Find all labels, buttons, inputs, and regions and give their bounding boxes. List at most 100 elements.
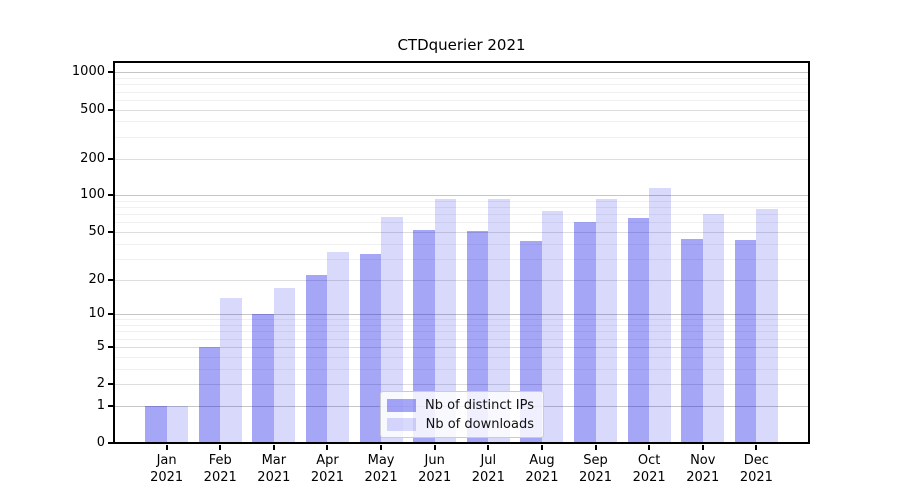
y-tick-1000 <box>108 71 113 74</box>
y-tick-100 <box>108 194 113 197</box>
gridline-3 <box>115 369 808 370</box>
y-tick-label-20: 20 <box>88 271 105 287</box>
x-tick-label-apr: Apr 2021 <box>310 453 344 485</box>
y-tick-50 <box>108 231 113 234</box>
gridline-10 <box>115 314 808 315</box>
gridline-300 <box>115 137 808 138</box>
legend-swatch-distinct-ips <box>387 398 416 412</box>
x-tick-label-mar: Mar 2021 <box>257 453 291 485</box>
x-tick-feb <box>219 445 222 450</box>
bar-downloads-mar <box>273 287 296 443</box>
gridline-90 <box>115 201 808 202</box>
bar-ips-mar <box>252 314 274 443</box>
gridline-4 <box>115 357 808 358</box>
gridline-600 <box>115 100 808 101</box>
y-tick-0 <box>108 442 113 444</box>
x-tick-apr <box>326 445 329 450</box>
gridline-6 <box>115 339 808 340</box>
bar-ips-jun <box>413 230 435 443</box>
gridline-100 <box>115 195 808 196</box>
x-tick-dec <box>755 445 758 450</box>
x-tick-label-nov: Nov 2021 <box>686 453 720 485</box>
legend: Nb of distinct IPs Nb of downloads <box>380 391 544 438</box>
y-tick-2 <box>108 383 113 386</box>
bar-ips-nov <box>681 238 703 443</box>
gridline-70 <box>115 214 808 215</box>
bar-ips-jul <box>466 231 489 443</box>
gridline-800 <box>115 84 808 85</box>
x-tick-jul <box>487 445 490 450</box>
bar-ips-feb <box>198 346 221 443</box>
y-tick-label-200: 200 <box>80 150 105 166</box>
y-tick-label-10: 10 <box>88 306 105 322</box>
bar-downloads-apr <box>327 252 349 443</box>
x-tick-mar <box>272 445 275 450</box>
x-tick-oct <box>648 445 651 450</box>
legend-label-downloads: Nb of downloads <box>425 416 534 432</box>
y-tick-label-100: 100 <box>80 187 105 203</box>
bar-ips-oct <box>627 218 650 443</box>
gridline-7 <box>115 331 808 332</box>
x-tick-label-feb: Feb 2021 <box>203 453 237 485</box>
bar-downloads-jul <box>488 198 510 443</box>
bar-ips-dec <box>734 240 757 443</box>
gridline-30 <box>115 259 808 260</box>
bar-downloads-jun <box>434 198 457 443</box>
chart-title: CTDquerier 2021 <box>397 36 526 54</box>
y-tick-label-1000: 1000 <box>71 64 105 80</box>
x-tick-label-dec: Dec 2021 <box>739 453 773 485</box>
y-tick-20 <box>108 278 113 281</box>
bar-downloads-aug <box>541 211 564 443</box>
legend-entry-downloads: Nb of downloads <box>387 416 534 432</box>
y-tick-200 <box>108 157 113 160</box>
bar-downloads-oct <box>649 188 671 443</box>
bar-downloads-nov <box>702 213 725 443</box>
bar-downloads-sep <box>595 198 618 443</box>
gridline-500 <box>115 110 808 111</box>
y-tick-label-50: 50 <box>88 224 105 240</box>
x-tick-label-sep: Sep 2021 <box>578 453 613 485</box>
x-tick-may <box>380 445 383 450</box>
gridline-900 <box>115 78 808 79</box>
gridline-50 <box>115 232 808 233</box>
x-tick-jan <box>165 445 168 450</box>
bar-ips-jan <box>145 405 167 443</box>
bar-downloads-may <box>381 216 403 443</box>
bar-downloads-feb <box>220 297 242 443</box>
bar-downloads-jan <box>166 405 189 443</box>
x-tick-nov <box>701 445 704 450</box>
gridline-400 <box>115 121 808 122</box>
legend-entry-distinct-ips: Nb of distinct IPs <box>387 397 534 413</box>
gridline-200 <box>115 159 808 160</box>
bar-downloads-dec <box>756 209 778 443</box>
gridline-20 <box>115 280 808 281</box>
x-tick-label-jan: Jan 2021 <box>150 453 184 485</box>
legend-swatch-downloads <box>387 417 416 431</box>
y-tick-label-1: 1 <box>96 397 105 413</box>
gridline-5 <box>115 347 808 348</box>
gridline-80 <box>115 207 808 208</box>
x-tick-label-oct: Oct 2021 <box>632 453 666 485</box>
gridline-1000 <box>115 72 808 73</box>
y-tick-1 <box>108 404 113 407</box>
legend-label-distinct-ips: Nb of distinct IPs <box>425 397 534 413</box>
y-tick-label-500: 500 <box>80 101 105 117</box>
plot-frame <box>113 61 810 444</box>
y-tick-label-5: 5 <box>96 338 105 354</box>
y-tick-label-0: 0 <box>96 435 105 450</box>
x-tick-jun <box>433 445 436 450</box>
bar-ips-sep <box>574 221 596 443</box>
gridline-40 <box>115 244 808 245</box>
bar-ips-apr <box>305 274 328 443</box>
x-tick-label-aug: Aug 2021 <box>525 453 559 485</box>
gridline-2 <box>115 384 808 385</box>
y-tick-500 <box>108 108 113 111</box>
gridline-9 <box>115 319 808 320</box>
gridline-700 <box>115 92 808 93</box>
bar-ips-may <box>359 253 382 443</box>
x-tick-label-may: May 2021 <box>364 453 398 485</box>
